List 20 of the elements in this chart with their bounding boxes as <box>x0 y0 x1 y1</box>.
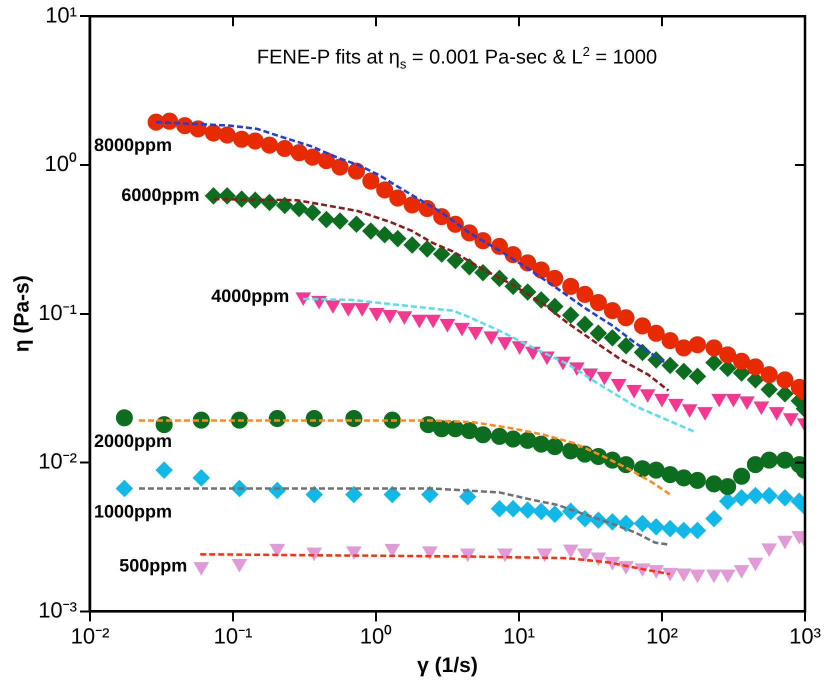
series-label: 8000ppm <box>94 135 172 156</box>
y-tick-label: 10⁰ <box>44 151 77 176</box>
x-tick-label: 10² <box>646 624 678 649</box>
y-tick-label: 10¹ <box>45 2 77 28</box>
y-tick-label: 10⁻¹ <box>38 300 77 325</box>
series-label: 2000ppm <box>94 430 172 451</box>
series-label: 4000ppm <box>211 286 290 306</box>
series-label: 6000ppm <box>121 184 200 205</box>
text: FENE-P fits at η$_{s}$ = 0.001 Pa-sec & L$^{2}$ = 1000 <box>256 44 658 72</box>
x-tick-label: 10³ <box>789 624 821 649</box>
x-tick-label: 10⁻² <box>70 624 110 649</box>
y-tick-label: 10⁻³ <box>38 597 77 622</box>
y-tick-label: 10⁻² <box>38 448 77 474</box>
y-axis-title: η (Pa-s) <box>10 275 34 352</box>
x-axis-title: γ (1/s) <box>417 654 478 678</box>
x-tick-label: 10⁻¹ <box>214 624 252 649</box>
x-tick-label: 10¹ <box>503 624 535 649</box>
x-tick-label: 10⁰ <box>360 624 392 649</box>
series-label: 1000ppm <box>94 501 172 522</box>
series-label: 500ppm <box>119 556 188 576</box>
